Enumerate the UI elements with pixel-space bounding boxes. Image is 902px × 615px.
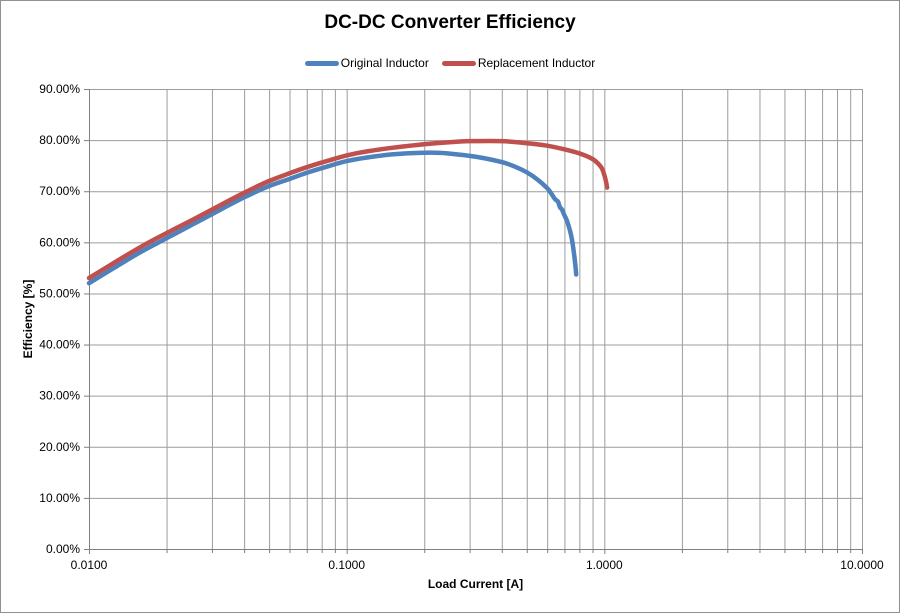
legend-swatch-replacement-inductor-icon (441, 60, 476, 66)
x-axis-title: Load Current [A] (428, 577, 523, 591)
y-tick-label: 10.00% (39, 491, 80, 505)
chart-title: DC-DC Converter Efficiency (324, 12, 576, 33)
legend-swatch-original-inductor-icon (304, 60, 339, 66)
y-tick-label: 30.00% (39, 389, 80, 403)
y-tick-label: 0.00% (46, 542, 80, 556)
x-tick-label: 0.0100 (71, 558, 108, 572)
legend-label-original-inductor: Original Inductor (340, 56, 429, 70)
series-line-replacement-inductor (86, 138, 610, 281)
y-tick-label: 60.00% (39, 235, 80, 249)
series-line-original-inductor (86, 150, 579, 286)
x-tick-label: 10.0000 (840, 558, 884, 572)
y-tick-label: 90.00% (39, 82, 80, 96)
y-tick-label: 70.00% (39, 184, 80, 198)
x-tick-label: 0.1000 (328, 558, 365, 572)
x-tick-label: 1.0000 (586, 558, 623, 572)
legend: Original Inductor Replacement Inductor (1, 56, 899, 70)
y-tick-label: 40.00% (39, 338, 80, 352)
legend-item-replacement-inductor: Replacement Inductor (441, 56, 596, 70)
y-tick-label: 50.00% (39, 286, 80, 300)
y-tick-label: 20.00% (39, 440, 80, 454)
legend-label-replacement-inductor: Replacement Inductor (477, 56, 596, 70)
y-tick-label: 80.00% (39, 133, 80, 147)
legend-item-original-inductor: Original Inductor (304, 56, 429, 70)
y-axis-title: Efficiency [%] (21, 280, 35, 359)
